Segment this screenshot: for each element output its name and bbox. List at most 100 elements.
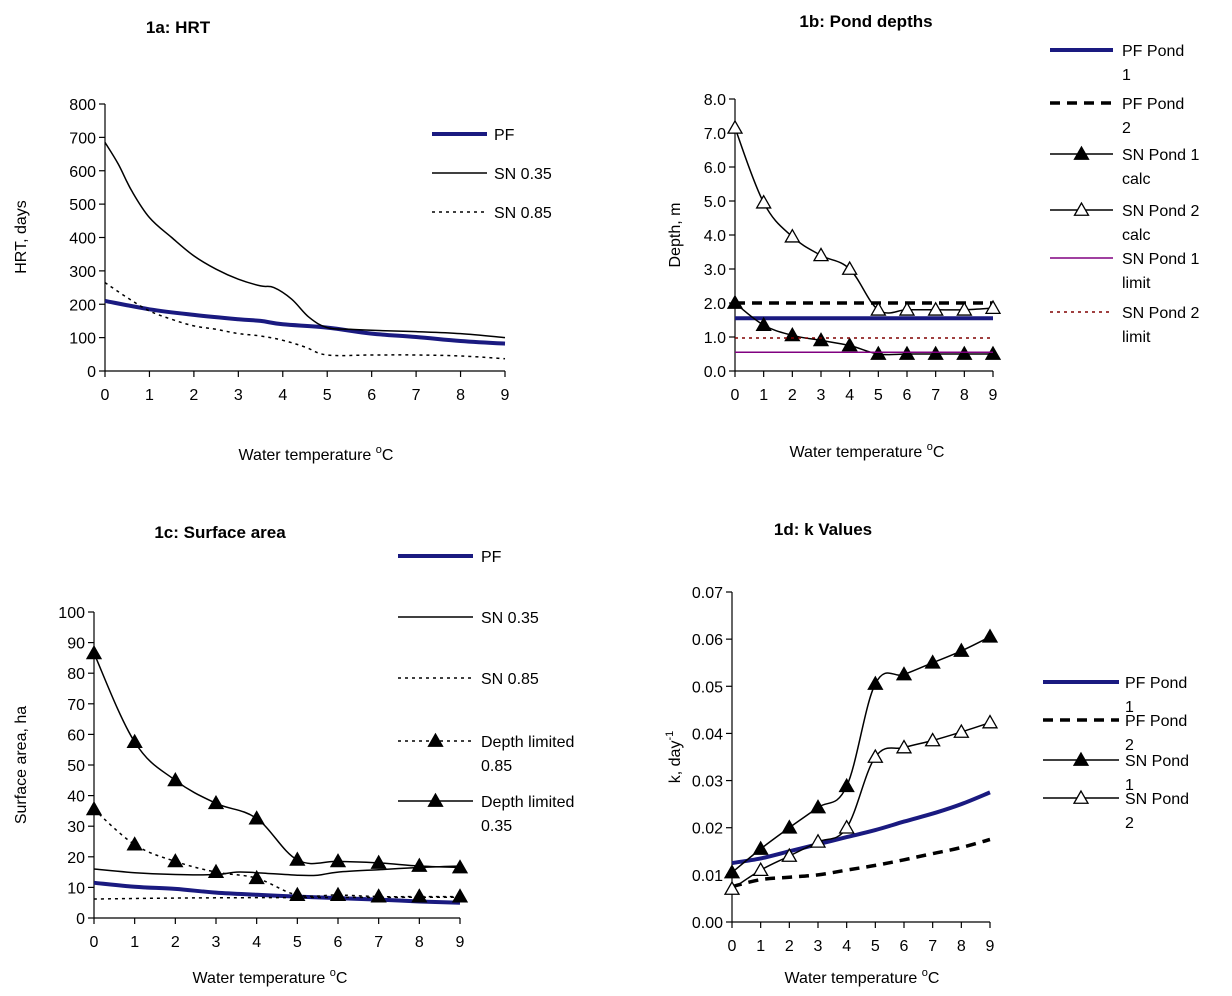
chart-1c-legend-label-line: Depth limited — [481, 794, 574, 811]
chart-1b-data-point — [812, 247, 830, 262]
chart-1c-data-point — [126, 836, 143, 851]
chart-1a-y-tick-label: 400 — [69, 231, 96, 248]
chart-1b-legend-label: SN Pond 2 calc — [1122, 203, 1199, 244]
chart-1b-series-line — [734, 302, 993, 356]
chart-1b-legend-label: SN Pond 1 calc — [1122, 147, 1199, 188]
chart-1c-y-tick-label: 100 — [58, 605, 85, 622]
chart-1d-legend-label-line: 1 — [1125, 699, 1134, 716]
chart-1c-x-tick-label: 6 — [334, 934, 343, 951]
chart-1d-data-point — [953, 642, 970, 657]
chart-1b-y-tick-label: 3.0 — [704, 262, 726, 279]
chart-1b-x-tick-label: 6 — [903, 387, 912, 404]
chart-1d-data-point — [752, 861, 769, 877]
chart-1b-legend-label-line: SN Pond 2 — [1122, 203, 1199, 220]
chart-1d-x-tick-label: 0 — [728, 938, 737, 955]
chart-1d-y-axis-label: k, day-1 — [664, 731, 684, 783]
chart-1c-y-tick-label: 50 — [67, 758, 85, 775]
chart-1b-y-tick-label: 7.0 — [704, 126, 726, 143]
chart-1c-y-axis-label-text: Surface area, ha — [13, 706, 30, 824]
chart-1b-legend-marker — [1073, 201, 1090, 216]
chart-1b-x-tick-label: 2 — [788, 387, 797, 404]
chart-1b-legend-label-line: 1 — [1122, 67, 1131, 84]
chart-1a-x-axis-unit: C — [382, 447, 394, 464]
chart-1d-x-tick-label: 7 — [928, 938, 937, 955]
chart-1d-data-point — [752, 840, 769, 855]
chart-1d-legend-label-line: 2 — [1125, 737, 1134, 754]
chart-1d-legend-label: SN Pond 2 — [1125, 791, 1189, 832]
chart-1c-y-tick-label: 10 — [67, 880, 85, 897]
chart-1d-legend-label-line: PF Pond — [1125, 713, 1187, 730]
chart-1a-x-tick-label: 4 — [278, 387, 287, 404]
chart-1c-data-point — [85, 801, 103, 816]
chart-1d-y-tick-label: 0.05 — [692, 679, 723, 696]
chart-1b-x-axis-degree: o — [927, 441, 933, 453]
chart-1d-legend-label-line: 1 — [1125, 777, 1134, 794]
chart-1a-y-tick-label: 600 — [69, 164, 96, 181]
chart-1b-legend-label-line: PF Pond — [1122, 96, 1184, 113]
chart-1d-data-point — [838, 819, 855, 834]
chart-1c-y-tick-label: 80 — [67, 666, 85, 683]
chart-1b-data-point — [812, 332, 830, 347]
chart-1c-legend-marker — [427, 792, 444, 807]
chart-1c-legend-label-line: Depth limited — [481, 734, 574, 751]
chart-1d-legend-label: PF Pond 2 — [1125, 713, 1187, 754]
chart-1d-x-tick-label: 5 — [871, 938, 880, 955]
chart-1d-x-tick-label: 1 — [756, 938, 765, 955]
chart-1b-title: 1b: Pond depths — [799, 12, 932, 31]
chart-1b-series-line — [734, 127, 994, 314]
chart-1b-data-point — [755, 316, 772, 332]
chart-1d-y-tick-label: 0.03 — [692, 774, 723, 791]
chart-1c-data-point — [370, 854, 387, 869]
chart-1c-x-axis-label-text: Water temperature — [193, 970, 330, 987]
chart-1b-legend-label-line: SN Pond 2 — [1122, 305, 1199, 322]
chart-1b-data-point — [841, 337, 858, 352]
chart-1b-y-tick-label: 2.0 — [704, 296, 726, 313]
chart-1c-data-point — [207, 863, 225, 878]
chart-1b-data-point — [726, 119, 744, 134]
chart-1d-series-line — [731, 790, 991, 866]
chart-1d-legend-label-line: SN Pond — [1125, 791, 1189, 808]
chart-1b-x-axis-label-text: Water temperature — [790, 444, 927, 461]
chart-1c-data-point — [329, 853, 347, 868]
chart-1a-legend-label: SN 0.85 — [494, 205, 552, 222]
chart-1a-y-tick-label: 0 — [87, 364, 96, 381]
chart-1d-legend-label-line: SN Pond — [1125, 753, 1189, 770]
chart-1d-k-values: 1d: k Values 0.00 0.01 0.02 0.03 0.04 0.05 0.06… — [664, 520, 1189, 987]
chart-1d-legend-marker — [1072, 751, 1090, 766]
chart-1c-series-line — [93, 865, 461, 877]
chart-1d-x-tick-label: 2 — [785, 938, 794, 955]
chart-1d-series-line — [731, 636, 991, 874]
chart-1b-x-axis-label: Water temperature oC — [790, 441, 945, 461]
chart-1b-legend-label-line: limit — [1122, 275, 1151, 292]
chart-1d-x-axis-label-text: Water temperature — [785, 970, 922, 987]
chart-1b-y-axis-label: Depth, m — [667, 203, 684, 268]
chart-1d-series-line — [731, 721, 991, 890]
chart-1c-y-tick-label: 0 — [76, 911, 85, 928]
chart-1c-data-point — [248, 810, 265, 825]
chart-1d-legend-label-line: 2 — [1125, 815, 1134, 832]
chart-1c-data-point — [451, 888, 469, 903]
chart-1b-data-point — [870, 301, 887, 316]
chart-1b-legend-label-line: SN Pond 1 — [1122, 251, 1199, 268]
chart-1c-x-tick-label: 4 — [252, 934, 261, 951]
chart-1d-data-point — [781, 819, 798, 834]
chart-1c-series-line — [93, 896, 461, 900]
chart-1d-legend-label-line: PF Pond — [1125, 675, 1187, 692]
chart-1c-legend-label: SN 0.35 — [481, 610, 539, 627]
chart-1c-surface-area: 1c: Surface area 0 10 20 30 40 50 60 70 80 90 100 0 1… — [13, 523, 574, 987]
chart-1d-title: 1d: k Values — [774, 520, 872, 539]
chart-1c-data-point — [207, 794, 225, 810]
chart-1c-legend-label: Depth limited 0.85 — [481, 734, 574, 775]
chart-1b-x-tick-label: 0 — [731, 387, 740, 404]
chart-1a-y-tick-label: 500 — [69, 197, 96, 214]
chart-1c-y-axis-label: Surface area, ha — [13, 706, 30, 824]
chart-1b-x-tick-label: 1 — [759, 387, 768, 404]
chart-1c-data-point — [411, 888, 428, 903]
chart-1b-legend-label-line: calc — [1122, 171, 1150, 188]
chart-1b-y-tick-label: 5.0 — [704, 194, 726, 211]
chart-1d-x-tick-label: 9 — [986, 938, 995, 955]
chart-1c-legend-label-line: 0.85 — [481, 758, 512, 775]
chart-1a-legend-label: SN 0.35 — [494, 166, 552, 183]
chart-1b-data-point — [726, 294, 744, 309]
chart-1c-x-tick-label: 5 — [293, 934, 302, 951]
